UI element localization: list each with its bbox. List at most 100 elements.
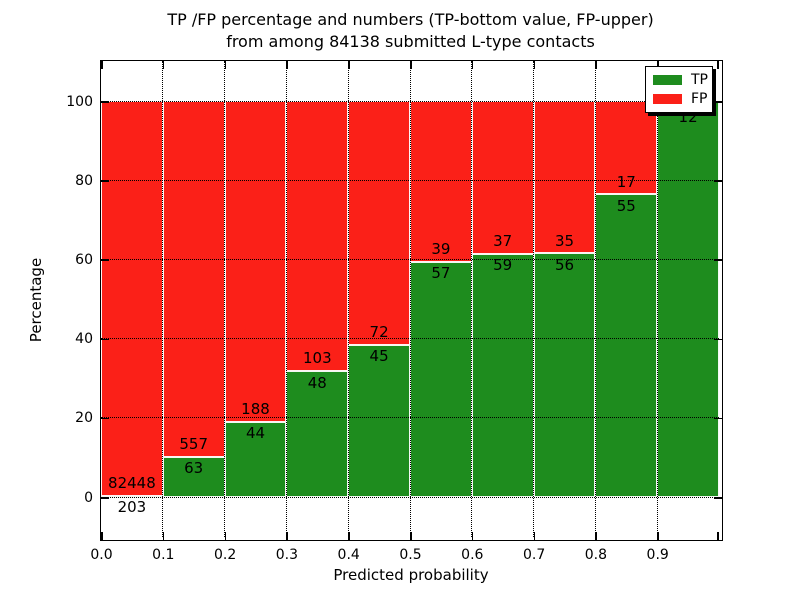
x-axis-tick-top <box>224 61 227 69</box>
chart-title-line2: from among 84138 submitted L-type contac… <box>226 32 595 51</box>
x-axis-tick <box>657 532 659 540</box>
legend-item-tp: TP <box>646 73 712 87</box>
y-tick-label: 20 <box>75 410 93 427</box>
tp-legend-swatch <box>653 75 682 85</box>
y-tick-label: 40 <box>75 331 93 348</box>
x-axis-tick <box>224 532 227 540</box>
x-tick-label: 0.2 <box>213 547 237 563</box>
x-axis-tick <box>101 532 103 540</box>
gridline-horizontal <box>101 417 719 419</box>
legend: TP FP <box>645 66 713 113</box>
plot-area: 82448 203 557 63 188 44 103 48 72 45 39 57 37 59 35 56 1… <box>100 60 723 541</box>
gridline-vertical <box>409 61 411 537</box>
y-axis-tick-right <box>714 497 722 499</box>
fp-legend-swatch <box>653 94 682 104</box>
x-tick-label: 0.9 <box>646 547 669 563</box>
y-axis-tick <box>101 497 109 499</box>
x-axis-tick <box>162 532 165 540</box>
fp-count-label: 35 <box>554 231 575 250</box>
tp-bar-segment <box>533 253 596 497</box>
tp-bar-segment <box>471 253 534 497</box>
x-axis-tick-top <box>101 61 103 69</box>
x-axis-tick <box>286 532 288 540</box>
tp-legend-label: TP <box>691 72 708 88</box>
x-tick-label: 0.6 <box>461 547 484 563</box>
y-axis-tick-right <box>714 338 722 341</box>
fp-count-label: 39 <box>431 240 451 259</box>
x-axis-tick <box>348 532 350 540</box>
fp-count-label: 103 <box>302 349 332 368</box>
tp-bar-segment <box>410 261 472 497</box>
y-axis-tick-right <box>714 259 722 261</box>
y-axis-tick-right <box>714 180 722 182</box>
fp-bar-segment <box>224 101 287 422</box>
fp-count-label: 188 <box>241 400 270 419</box>
fp-bar-segment <box>286 101 349 372</box>
fp-legend-label: FP <box>691 91 708 107</box>
gridline-horizontal <box>101 100 719 102</box>
x-axis-tick-top <box>595 61 597 69</box>
fp-bar-segment <box>101 101 163 496</box>
tp-count-label: 203 <box>117 498 147 517</box>
gridline-horizontal <box>101 258 719 260</box>
x-tick-label: 0.5 <box>399 547 422 563</box>
tp-count-label: 48 <box>307 373 327 392</box>
tp-bar-segment <box>657 101 719 497</box>
y-axis-label: Percentage <box>27 257 45 343</box>
gridline-horizontal <box>101 496 719 498</box>
y-axis-tick <box>101 180 109 182</box>
fp-bar-segment <box>533 101 596 254</box>
x-axis-tick <box>717 532 719 540</box>
x-tick-label: 0.4 <box>337 547 360 563</box>
tp-bar-segment <box>595 194 658 497</box>
x-axis-tick <box>410 532 412 540</box>
gridline-vertical <box>533 61 535 537</box>
x-axis-tick-top <box>471 61 474 69</box>
x-tick-label: 0.7 <box>522 547 546 563</box>
x-tick-label: 0.3 <box>275 547 299 563</box>
gridline-horizontal <box>101 179 719 181</box>
y-tick-label: 80 <box>75 172 93 189</box>
fp-bar-segment <box>348 101 410 345</box>
fp-count-label: 82448 <box>108 474 156 493</box>
fp-bar-segment <box>410 101 472 262</box>
fp-bar-segment <box>162 101 225 457</box>
fp-count-label: 17 <box>616 172 636 191</box>
chart-title: TP /FP percentage and numbers (TP-bottom… <box>0 9 800 53</box>
y-axis-tick <box>101 338 109 341</box>
y-axis-tick-right <box>714 101 722 103</box>
y-axis-tick-right <box>714 417 722 420</box>
y-tick-label: 100 <box>66 93 93 110</box>
y-axis-tick <box>101 259 109 261</box>
x-tick-label: 0.8 <box>584 547 608 563</box>
y-axis-tick <box>101 417 109 420</box>
gridline-horizontal <box>101 338 719 340</box>
x-axis-tick-top <box>348 61 350 69</box>
legend-item-fp: FP <box>646 92 712 106</box>
tp-count-label: 56 <box>554 255 575 274</box>
x-tick-label: 0.1 <box>152 547 175 563</box>
x-axis-tick <box>595 532 597 540</box>
x-axis-tick-top <box>162 61 165 69</box>
tp-count-label: 55 <box>616 196 636 215</box>
gridline-vertical <box>656 61 658 537</box>
x-axis-tick-top <box>286 61 288 69</box>
x-axis-tick-top <box>717 61 719 69</box>
fp-count-label: 72 <box>369 323 389 342</box>
x-axis-tick <box>471 532 474 540</box>
x-axis-tick-top <box>533 61 536 69</box>
tp-count-label: 63 <box>184 459 204 478</box>
gridline-vertical <box>285 61 287 537</box>
gridline-vertical <box>224 61 226 537</box>
fp-count-label: 37 <box>493 231 513 250</box>
fp-bar-segment <box>471 101 534 254</box>
chart-title-line1: TP /FP percentage and numbers (TP-bottom… <box>167 10 654 29</box>
gridline-vertical <box>594 61 596 537</box>
fp-count-label: 557 <box>179 435 209 454</box>
x-axis-tick-top <box>657 61 659 69</box>
gridline-vertical <box>471 61 473 537</box>
x-axis-tick-top <box>410 61 412 69</box>
gridline-vertical <box>162 61 164 537</box>
tp-count-label: 44 <box>245 424 266 443</box>
